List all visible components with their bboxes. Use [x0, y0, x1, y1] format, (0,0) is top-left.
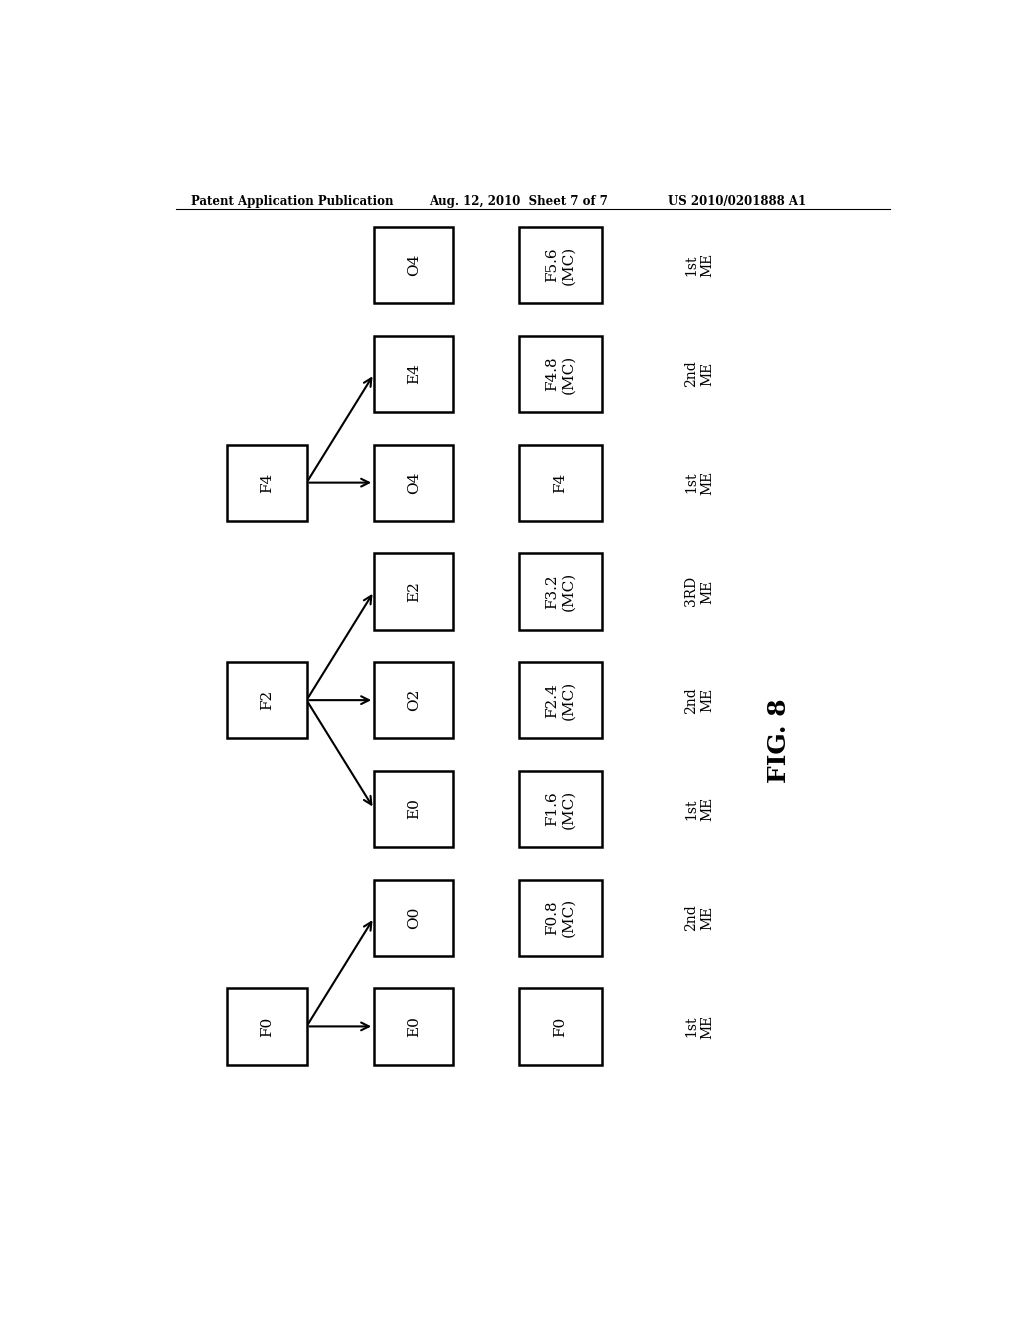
Bar: [519, 445, 602, 521]
Bar: [519, 553, 602, 630]
Bar: [519, 663, 602, 738]
Text: F0.8
(MC): F0.8 (MC): [546, 898, 575, 937]
Bar: [227, 445, 306, 521]
Text: F1.6
(MC): F1.6 (MC): [546, 789, 575, 829]
Text: Patent Application Publication: Patent Application Publication: [191, 195, 394, 209]
Text: F4.8
(MC): F4.8 (MC): [546, 354, 575, 393]
Text: 3RD
ME: 3RD ME: [684, 577, 715, 606]
Bar: [374, 445, 454, 521]
Text: E2: E2: [407, 581, 421, 602]
Text: US 2010/0201888 A1: US 2010/0201888 A1: [668, 195, 806, 209]
Bar: [519, 989, 602, 1064]
Bar: [374, 879, 454, 956]
Bar: [374, 335, 454, 412]
Bar: [374, 553, 454, 630]
Text: F0: F0: [260, 1016, 273, 1036]
Text: 2nd
ME: 2nd ME: [684, 360, 715, 387]
Text: O0: O0: [407, 907, 421, 929]
Text: F2: F2: [260, 690, 273, 710]
Text: F5.6
(MC): F5.6 (MC): [546, 246, 575, 285]
Bar: [374, 227, 454, 304]
Text: E0: E0: [407, 1016, 421, 1036]
Text: 1st
ME: 1st ME: [684, 470, 715, 495]
Text: 2nd
ME: 2nd ME: [684, 686, 715, 714]
Text: Aug. 12, 2010  Sheet 7 of 7: Aug. 12, 2010 Sheet 7 of 7: [430, 195, 608, 209]
Bar: [519, 227, 602, 304]
Text: E0: E0: [407, 799, 421, 820]
Bar: [227, 663, 306, 738]
Bar: [227, 989, 306, 1064]
Text: 1st
ME: 1st ME: [684, 253, 715, 277]
Text: F0: F0: [554, 1016, 567, 1036]
Text: F2.4
(MC): F2.4 (MC): [546, 681, 575, 719]
Bar: [374, 989, 454, 1064]
Text: F3.2
(MC): F3.2 (MC): [546, 572, 575, 611]
Bar: [374, 663, 454, 738]
Text: FIG. 8: FIG. 8: [767, 698, 791, 783]
Text: 2nd
ME: 2nd ME: [684, 904, 715, 931]
Bar: [519, 335, 602, 412]
Text: O4: O4: [407, 471, 421, 494]
Text: O2: O2: [407, 689, 421, 711]
Bar: [519, 771, 602, 847]
Bar: [519, 879, 602, 956]
Text: E4: E4: [407, 363, 421, 384]
Text: 1st
ME: 1st ME: [684, 1014, 715, 1039]
Text: O4: O4: [407, 253, 421, 276]
Bar: [374, 771, 454, 847]
Text: F4: F4: [260, 473, 273, 492]
Text: 1st
ME: 1st ME: [684, 797, 715, 821]
Text: F4: F4: [554, 473, 567, 492]
